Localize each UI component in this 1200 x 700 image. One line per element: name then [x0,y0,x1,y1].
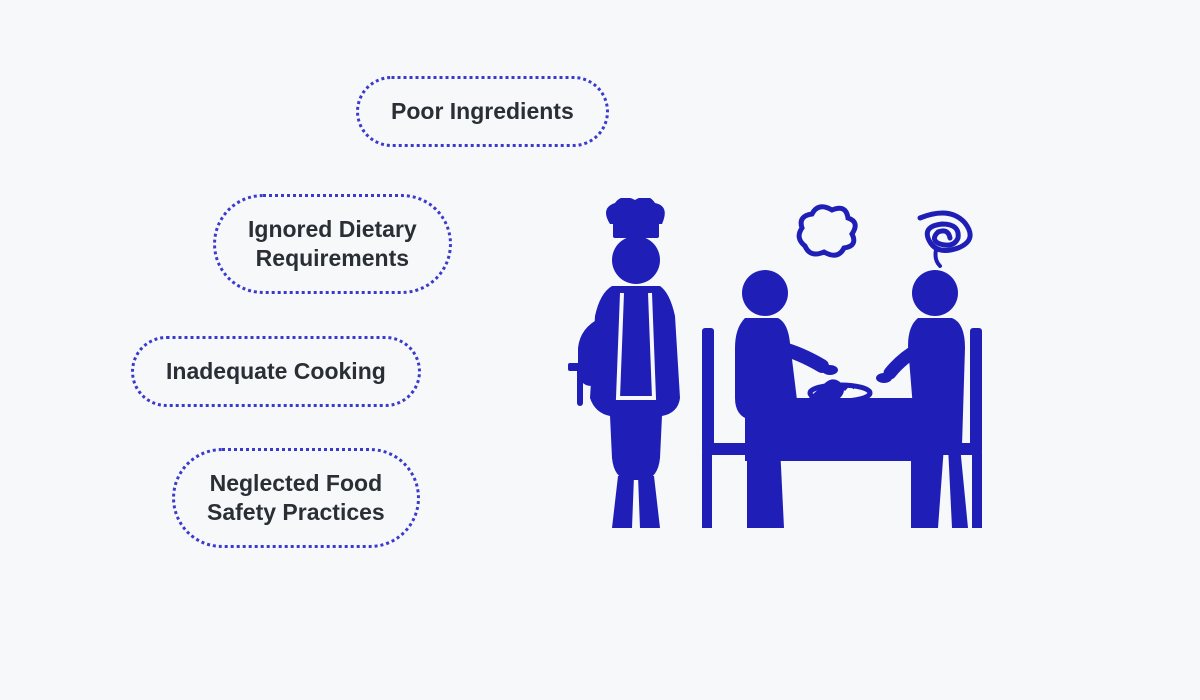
pill-label: Poor Ingredients [391,98,574,124]
chef-diners-illustration [540,198,1050,543]
pill-label: Ignored Dietary Requirements [248,216,417,271]
pill-label: Neglected Food Safety Practices [207,470,385,525]
pill-1: Ignored Dietary Requirements [213,194,452,294]
pill-3: Neglected Food Safety Practices [172,448,420,548]
pill-2: Inadequate Cooking [131,336,421,407]
pill-0: Poor Ingredients [356,76,609,147]
pill-label: Inadequate Cooking [166,358,386,384]
